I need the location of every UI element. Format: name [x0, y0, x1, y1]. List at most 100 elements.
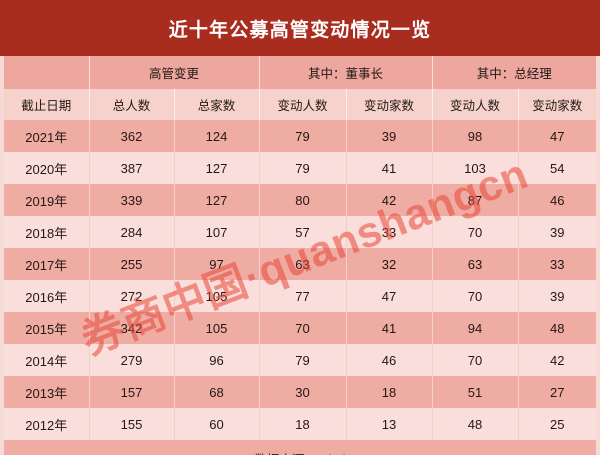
cell-gm-firms: 39 [518, 216, 597, 248]
footer-bar: 数据来源：Wind [4, 440, 596, 455]
cell-date: 2012年 [4, 408, 90, 440]
cell-date: 2015年 [4, 312, 90, 344]
data-table: 高管变更 其中：董事长 其中：总经理 截止日期 总人数 总家数 变动人数 变动家… [4, 56, 597, 440]
cell-gm-firms: 47 [518, 120, 597, 152]
cell-date: 2014年 [4, 344, 90, 376]
cell-date: 2016年 [4, 280, 90, 312]
cell-total-firms: 105 [174, 280, 260, 312]
cell-date: 2020年 [4, 152, 90, 184]
cell-gm-firms: 39 [518, 280, 597, 312]
cell-chair-firms: 32 [346, 248, 433, 280]
cell-date: 2013年 [4, 376, 90, 408]
cell-total-firms: 127 [174, 152, 260, 184]
cell-chair-people: 18 [259, 408, 347, 440]
cell-gm-people: 87 [432, 184, 519, 216]
cell-chair-people: 30 [259, 376, 347, 408]
column-header-total-people: 总人数 [89, 89, 175, 120]
cell-total-firms: 68 [174, 376, 260, 408]
table-container: 高管变更 其中：董事长 其中：总经理 截止日期 总人数 总家数 变动人数 变动家… [0, 56, 600, 440]
cell-total-firms: 97 [174, 248, 260, 280]
title-bar: 近十年公募高管变动情况一览 [0, 0, 600, 56]
cell-gm-people: 63 [432, 248, 519, 280]
table-row: 2021年 362 124 79 39 98 47 [4, 120, 597, 152]
cell-chair-people: 79 [259, 344, 347, 376]
cell-chair-firms: 33 [346, 216, 433, 248]
cell-gm-firms: 54 [518, 152, 597, 184]
cell-chair-firms: 47 [346, 280, 433, 312]
cell-chair-people: 70 [259, 312, 347, 344]
group-header-executive-changes: 高管变更 [89, 56, 260, 89]
cell-chair-firms: 46 [346, 344, 433, 376]
cell-gm-people: 103 [432, 152, 519, 184]
cell-chair-people: 80 [259, 184, 347, 216]
cell-gm-firms: 27 [518, 376, 597, 408]
cell-total-firms: 124 [174, 120, 260, 152]
cell-chair-people: 57 [259, 216, 347, 248]
cell-total-people: 284 [89, 216, 175, 248]
cell-chair-firms: 39 [346, 120, 433, 152]
cell-gm-firms: 46 [518, 184, 597, 216]
group-header-chairman: 其中：董事长 [259, 56, 433, 89]
cell-chair-firms: 18 [346, 376, 433, 408]
cell-total-people: 342 [89, 312, 175, 344]
cell-total-firms: 96 [174, 344, 260, 376]
table-row: 2020年 387 127 79 41 103 54 [4, 152, 597, 184]
cell-chair-people: 77 [259, 280, 347, 312]
cell-total-people: 255 [89, 248, 175, 280]
data-source-label: 数据来源：Wind [255, 449, 346, 455]
cell-gm-people: 70 [432, 280, 519, 312]
cell-gm-people: 70 [432, 344, 519, 376]
cell-date: 2017年 [4, 248, 90, 280]
table-row: 2015年 342 105 70 41 94 48 [4, 312, 597, 344]
cell-total-firms: 107 [174, 216, 260, 248]
cell-total-firms: 105 [174, 312, 260, 344]
table-row: 2014年 279 96 79 46 70 42 [4, 344, 597, 376]
column-header-row: 截止日期 总人数 总家数 变动人数 变动家数 变动人数 变动家数 [4, 89, 597, 120]
cell-gm-firms: 33 [518, 248, 597, 280]
cell-chair-firms: 41 [346, 312, 433, 344]
cell-chair-firms: 42 [346, 184, 433, 216]
cell-gm-people: 51 [432, 376, 519, 408]
table-body: 2021年 362 124 79 39 98 47 2020年 387 127 … [4, 120, 597, 440]
column-header-chair-firms: 变动家数 [346, 89, 433, 120]
cell-total-firms: 127 [174, 184, 260, 216]
column-header-gm-firms: 变动家数 [518, 89, 597, 120]
table-row: 2019年 339 127 80 42 87 46 [4, 184, 597, 216]
table-header: 高管变更 其中：董事长 其中：总经理 截止日期 总人数 总家数 变动人数 变动家… [4, 56, 597, 120]
cell-gm-firms: 42 [518, 344, 597, 376]
group-header-row: 高管变更 其中：董事长 其中：总经理 [4, 56, 597, 89]
column-header-date: 截止日期 [4, 89, 90, 120]
table-row: 2018年 284 107 57 33 70 39 [4, 216, 597, 248]
cell-total-people: 155 [89, 408, 175, 440]
cell-chair-firms: 13 [346, 408, 433, 440]
cell-gm-firms: 48 [518, 312, 597, 344]
cell-date: 2021年 [4, 120, 90, 152]
group-header-general-manager: 其中：总经理 [432, 56, 597, 89]
cell-total-people: 272 [89, 280, 175, 312]
cell-chair-people: 63 [259, 248, 347, 280]
table-row: 2016年 272 105 77 47 70 39 [4, 280, 597, 312]
table-row: 2013年 157 68 30 18 51 27 [4, 376, 597, 408]
cell-chair-firms: 41 [346, 152, 433, 184]
group-header-empty [4, 56, 90, 89]
cell-total-people: 387 [89, 152, 175, 184]
column-header-total-firms: 总家数 [174, 89, 260, 120]
table-row: 2012年 155 60 18 13 48 25 [4, 408, 597, 440]
cell-total-firms: 60 [174, 408, 260, 440]
cell-gm-firms: 25 [518, 408, 597, 440]
cell-total-people: 362 [89, 120, 175, 152]
cell-chair-people: 79 [259, 152, 347, 184]
table-row: 2017年 255 97 63 32 63 33 [4, 248, 597, 280]
cell-total-people: 339 [89, 184, 175, 216]
cell-gm-people: 48 [432, 408, 519, 440]
column-header-chair-people: 变动人数 [259, 89, 347, 120]
cell-chair-people: 79 [259, 120, 347, 152]
cell-total-people: 279 [89, 344, 175, 376]
cell-total-people: 157 [89, 376, 175, 408]
cell-date: 2019年 [4, 184, 90, 216]
cell-gm-people: 98 [432, 120, 519, 152]
cell-gm-people: 70 [432, 216, 519, 248]
column-header-gm-people: 变动人数 [432, 89, 519, 120]
cell-date: 2018年 [4, 216, 90, 248]
